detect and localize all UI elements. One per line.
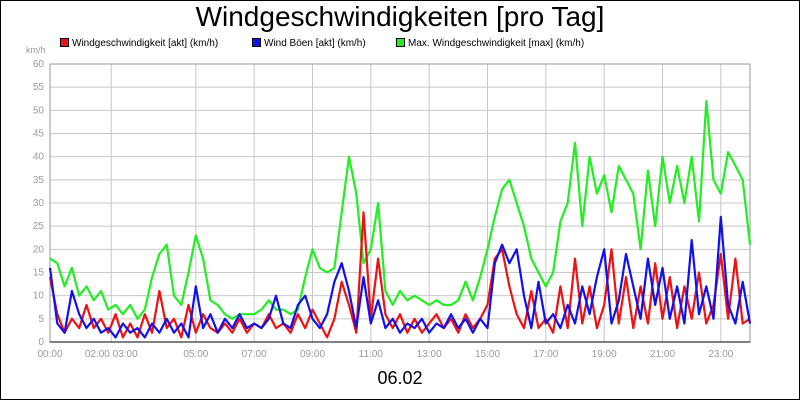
x-tick-label: 21:00 — [650, 349, 675, 360]
chart-title: Windgeschwindigkeiten [pro Tag] — [195, 1, 605, 32]
y-axis-unit: km/h — [26, 45, 46, 55]
legend-item-speed: Windgeschwindigkeit [akt] (km/h) — [60, 38, 218, 49]
legend-item-max: Max. Windgeschwindigkeit [max] (km/h) — [396, 38, 584, 49]
x-tick-label: 00:00 — [37, 349, 62, 360]
series-line-speed — [48, 211, 751, 339]
x-tick-label: 19:00 — [592, 349, 617, 360]
legend-label-gusts: Wind Böen [akt] (km/h) — [264, 38, 366, 49]
x-tick-label: 07:00 — [242, 349, 267, 360]
y-tick-label: 0 — [38, 337, 44, 348]
date-label: 06.02 — [377, 368, 423, 388]
y-tick-label: 55 — [33, 82, 45, 93]
y-tick-label: 50 — [33, 105, 45, 116]
x-tick-label: 02:00 03:00 — [85, 349, 138, 360]
x-tick-label: 17:00 — [533, 349, 558, 360]
legend-swatch-green — [396, 38, 405, 47]
series-line-gusts — [48, 215, 752, 339]
y-tick-label: 25 — [33, 221, 45, 232]
y-tick-label: 10 — [33, 291, 45, 302]
y-tick-label: 35 — [33, 175, 45, 186]
y-tick-label: 45 — [33, 129, 45, 140]
y-tick-label: 20 — [33, 244, 45, 255]
y-tick-label: 60 — [33, 59, 45, 70]
y-tick-label: 30 — [33, 198, 45, 209]
x-tick-label: 15:00 — [475, 349, 500, 360]
legend-label-max: Max. Windgeschwindigkeit [max] (km/h) — [408, 38, 585, 49]
legend-swatch-blue — [252, 38, 261, 47]
legend-item-gusts: Wind Böen [akt] (km/h) — [252, 38, 366, 49]
legend-label-speed: Windgeschwindigkeit [akt] (km/h) — [72, 38, 219, 49]
x-tick-label: 23:00 — [708, 349, 733, 360]
y-tick-label: 15 — [33, 268, 45, 279]
x-tick-label: 11:00 — [359, 349, 384, 360]
x-tick-label: 05:00 — [183, 349, 208, 360]
legend-swatch-red — [60, 38, 69, 47]
x-tick-label: 13:00 — [417, 349, 442, 360]
series-line-max — [49, 100, 752, 320]
y-tick-label: 5 — [38, 314, 44, 325]
y-tick-label: 40 — [33, 152, 45, 163]
x-tick-label: 09:00 — [300, 349, 325, 360]
